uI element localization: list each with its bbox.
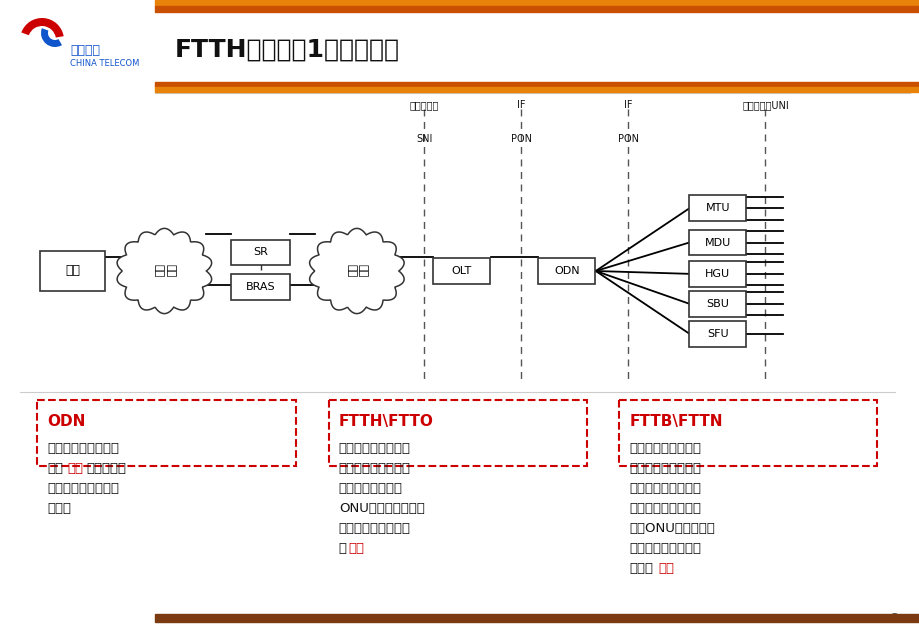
Text: 的点对多点的光分配: 的点对多点的光分配 [48,482,119,495]
Text: 光器件组成: 光器件组成 [86,462,127,475]
Text: ODN: ODN [48,414,85,429]
Text: HGU: HGU [705,269,730,279]
Text: PON: PON [510,134,531,144]
Bar [154,87,919,92]
Text: 三层
网络: 三层 网络 [153,265,175,278]
Text: 无源: 无源 [67,462,83,475]
Bar [328,400,586,466]
Text: SFU: SFU [706,329,728,339]
Text: PON: PON [617,134,638,144]
Bar [154,6,919,12]
Text: 网络。: 网络。 [48,502,72,515]
Text: 三层
网络: 三层 网络 [346,265,368,278]
Bar [154,614,919,622]
Text: OLT: OLT [451,266,471,276]
Text: 接入，用户接入设备: 接入，用户接入设备 [629,502,700,515]
Text: 用户接入设备（如: 用户接入设备（如 [338,482,403,495]
Text: CHINA TELECOM: CHINA TELECOM [70,59,139,67]
Bar [538,258,595,284]
Wedge shape [21,18,63,38]
Polygon shape [117,228,211,314]
Bar [688,261,745,287]
Text: 户（家庭、企业或办: 户（家庭、企业或办 [629,542,700,555]
Text: MDU: MDU [704,237,730,247]
Text: 独享: 独享 [348,542,364,555]
Text: （如ONU）由多个用: （如ONU）由多个用 [629,522,714,535]
Text: 终用户通过铜缆进行: 终用户通过铜缆进行 [629,482,700,495]
Text: ODN: ODN [553,266,579,276]
Text: 由光纤光缆、光分路: 由光纤光缆、光分路 [48,442,119,455]
Bar [688,230,745,255]
Text: 共享: 共享 [658,562,674,575]
Text: 以全程光纤的方式实: 以全程光纤的方式实 [629,442,700,455]
Text: FTTB\FTTN: FTTB\FTTN [629,414,722,429]
Bar [618,400,877,466]
Text: MTU: MTU [705,204,730,213]
Text: SNI: SNI [415,134,432,144]
Text: 网络侧接口: 网络侧接口 [409,100,438,110]
Text: 中国电信: 中国电信 [70,43,100,57]
Bar [40,251,105,291]
Bar [231,274,290,300]
Text: 2: 2 [890,612,899,626]
Text: ONU）由单个用户（: ONU）由单个用户（ [338,502,425,515]
Text: IF: IF [623,100,631,110]
Text: 用户侧接口UNI: 用户侧接口UNI [742,100,788,110]
Text: ）: ） [338,542,346,555]
Text: 现最终用户的接入，: 现最终用户的接入， [338,462,411,475]
Polygon shape [310,228,403,314]
Bar [433,258,490,284]
Text: SR: SR [253,247,267,258]
Text: 公室）: 公室） [629,562,652,575]
Bar [154,0,919,6]
Text: 家庭、企业或办公室: 家庭、企业或办公室 [338,522,411,535]
Text: 现到楼宇的接入，最: 现到楼宇的接入，最 [629,462,700,475]
Wedge shape [41,28,62,47]
Text: SBU: SBU [706,299,729,308]
Bar [688,291,745,317]
Bar [38,400,295,466]
Bar [231,240,290,265]
Text: 平台: 平台 [65,265,80,277]
Text: IF: IF [516,100,525,110]
Bar [688,195,745,221]
Bar [154,82,919,87]
Text: 以全程光纤的方式实: 以全程光纤的方式实 [338,442,411,455]
Text: BRAS: BRAS [245,282,275,292]
Bar [688,321,745,347]
Text: FTTH基础知识1：基本概念: FTTH基础知识1：基本概念 [175,38,400,62]
Text: 器等: 器等 [48,462,63,475]
Text: FTTH\FTTO: FTTH\FTTO [338,414,433,429]
